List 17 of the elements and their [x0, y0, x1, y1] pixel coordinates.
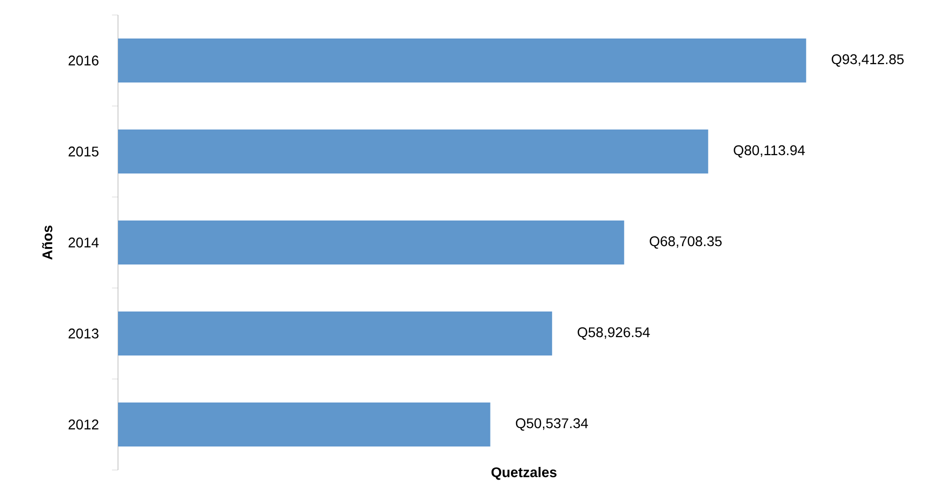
y-tick-label: 2015 [68, 146, 98, 156]
bar [118, 130, 708, 174]
data-label: Q80,113.94 [734, 145, 805, 158]
y-tick-label: 2013 [68, 328, 98, 338]
y-axis-title: Años [42, 226, 52, 260]
data-label: Q58,926.54 [578, 327, 650, 340]
data-label: Q93,412.85 [832, 54, 904, 67]
bar [118, 220, 624, 265]
y-tick-label: 2012 [68, 420, 98, 430]
y-tick-label: 2014 [68, 238, 99, 248]
y-tick-label: 2016 [68, 56, 98, 66]
data-label: Q50,537.34 [516, 418, 588, 431]
data-label: Q68,708.35 [650, 236, 722, 249]
x-axis-title: Quetzales [492, 466, 557, 480]
bar [118, 38, 806, 83]
bar [118, 402, 490, 447]
bar [118, 312, 552, 356]
